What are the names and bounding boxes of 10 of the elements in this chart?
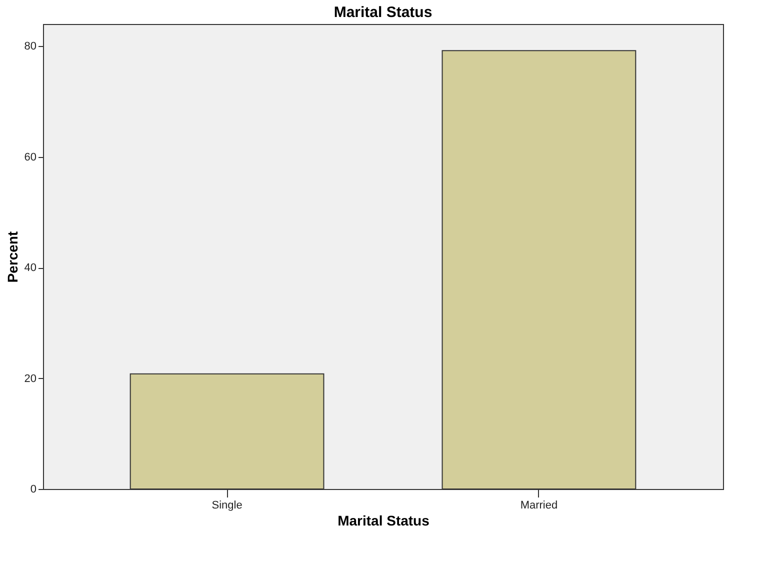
y-tick-label: 0 <box>30 484 36 496</box>
y-tick-label: 60 <box>24 151 36 164</box>
x-tick-label: Single <box>212 500 242 512</box>
y-tick-label: 80 <box>24 40 36 53</box>
y-tick-label: 20 <box>24 372 36 385</box>
y-axis-title: Percent <box>4 230 20 283</box>
x-tick-label: Married <box>520 500 558 512</box>
x-axis-title: Marital Status <box>338 512 430 528</box>
chart-title: Marital Status <box>334 4 432 21</box>
y-tick-label: 40 <box>24 262 36 274</box>
